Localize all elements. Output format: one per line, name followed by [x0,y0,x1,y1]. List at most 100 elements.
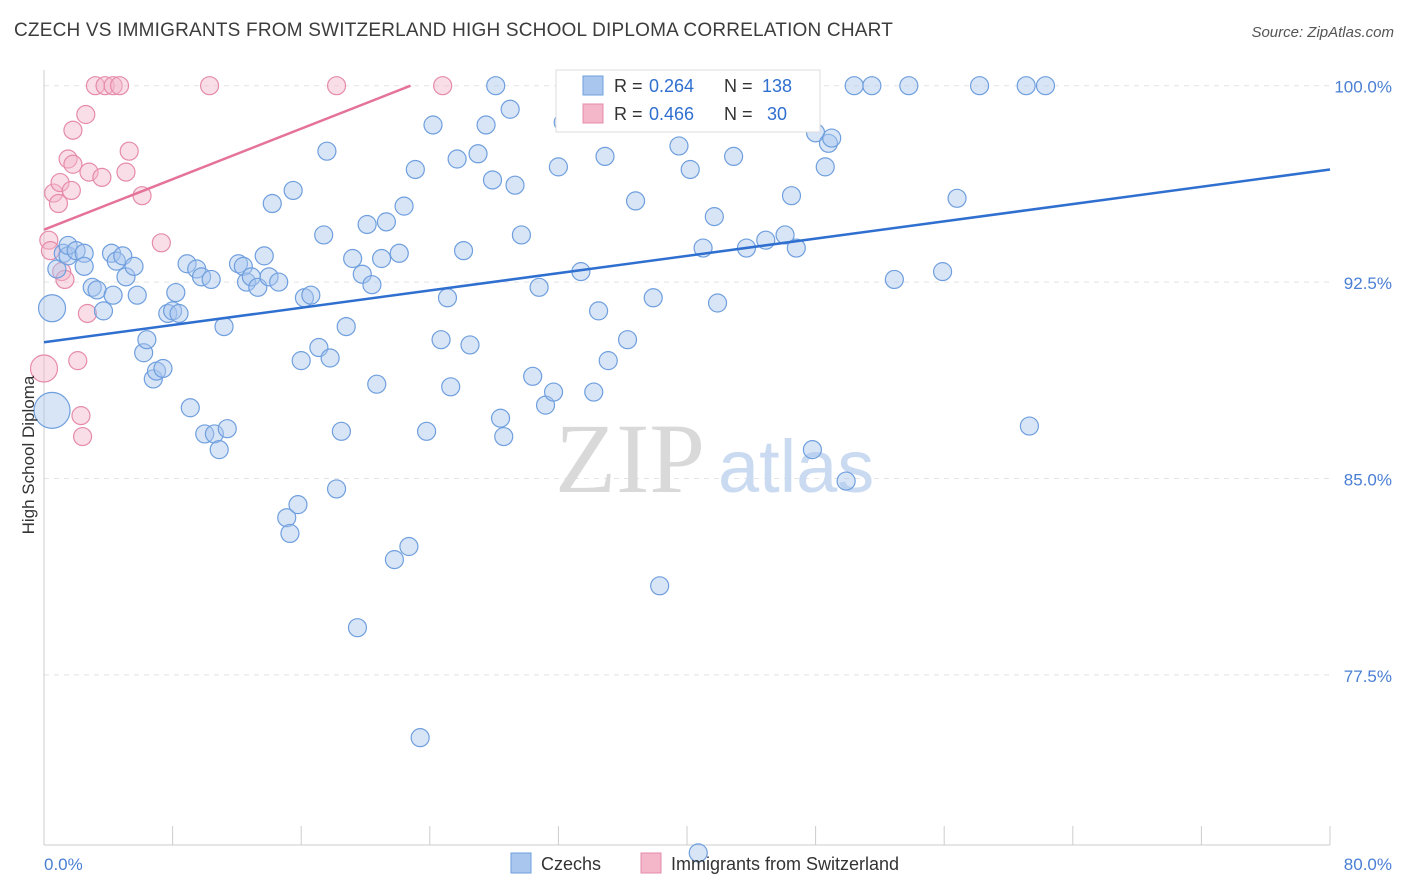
czech-point [180,398,200,418]
czech-point [704,207,724,227]
czech-point [818,133,839,153]
czech-point [932,262,953,282]
czech-point [650,576,670,596]
czech-point [490,408,511,428]
swiss-point [68,351,88,371]
swiss-point [116,162,136,182]
swiss-point [71,406,91,426]
czech-point [33,391,71,429]
czech-point [314,225,334,245]
czech-point [376,212,396,232]
czech-point [500,99,520,119]
swiss-point [119,141,139,161]
czech-point [595,146,615,167]
czech-point [362,275,382,295]
czech-point [137,330,157,350]
czech-point [862,76,882,96]
y-tick-label: 92.5% [1344,274,1392,293]
czech-point [74,243,94,263]
czech-point [326,479,347,499]
czech-point [371,248,392,269]
czech-point [482,170,503,190]
watermark-zip: ZIP [555,403,705,514]
czech-point [288,495,308,515]
czech-point [815,157,835,177]
legend-n-label-swiss: N = [724,104,753,124]
legend-swatch-swiss [582,103,604,124]
source-label: Source: ZipAtlas.com [1251,24,1394,41]
swiss-points [29,76,453,447]
stats-legend: R = 0.264 N = 138 R = 0.466 N = 30 [555,69,821,133]
czech-point [548,157,569,177]
czech-point [283,180,303,201]
watermark: ZIP atlas [555,403,874,514]
czech-point [543,382,564,402]
swiss-point [326,76,347,96]
czech-point [37,294,67,323]
czech-point [947,188,967,208]
czech-point [201,269,221,290]
czech-point [680,159,700,180]
czech-point [460,335,480,355]
legend-n-label-czechs: N = [724,76,753,96]
czech-point [336,316,356,337]
czech-point [127,285,147,305]
y-tick-label: 77.5% [1344,667,1392,686]
swiss-point [48,193,69,214]
czech-point [688,843,708,863]
czech-point [384,550,405,570]
swiss-point [63,154,83,174]
czech-point [317,141,337,161]
swiss-point [79,162,99,182]
czech-point [204,424,224,444]
czech-point [347,618,368,638]
czech-point [598,351,618,371]
czech-point [494,426,514,447]
czech-point [291,351,311,371]
bottom-legend-swatch-swiss [640,852,662,874]
czech-point [166,282,186,303]
swiss-point [103,76,123,96]
czech-point [93,301,114,321]
series-legend: Czechs Immigrants from Switzerland [510,852,899,874]
legend-n-value-swiss: 30 [762,104,787,124]
czech-point [416,421,437,441]
czech-point [169,303,189,324]
y-tick-label: 85.0% [1344,470,1392,489]
czech-point [1035,76,1056,96]
czech-point [431,330,451,350]
swiss-point [199,76,220,96]
swiss-point [77,303,98,324]
bottom-legend-label-swiss: Immigrants from Switzerland [671,854,899,874]
swiss-point [61,180,81,201]
czech-point [410,728,430,748]
czech-point [1016,76,1036,96]
czech-point [269,272,289,292]
czech-point [781,186,802,206]
legend-r-label-swiss: R = [614,104,643,124]
czech-point [899,76,919,96]
czech-point [643,288,663,308]
czech-point [1019,416,1039,436]
czech-point [625,191,646,211]
czech-point [523,366,543,386]
swiss-point [63,120,83,140]
y-tick-label: 100.0% [1334,78,1392,97]
czech-point [177,254,197,274]
czech-point [320,348,340,368]
swiss-point [72,426,93,447]
legend-n-value-czechs: 138 [762,76,792,96]
czech-point [394,196,414,216]
czech-point [617,330,638,350]
czech-point [447,149,467,169]
czech-point [724,146,744,167]
czech-point [280,523,300,544]
czech-point [802,440,822,460]
legend-r-value-czechs: 0.264 [649,76,694,96]
x-tick-marks [43,826,1331,845]
y-axis-label: High School Diploma [19,375,38,534]
czech-point [217,419,237,439]
czech-point [822,128,842,148]
czech-point [588,301,609,321]
